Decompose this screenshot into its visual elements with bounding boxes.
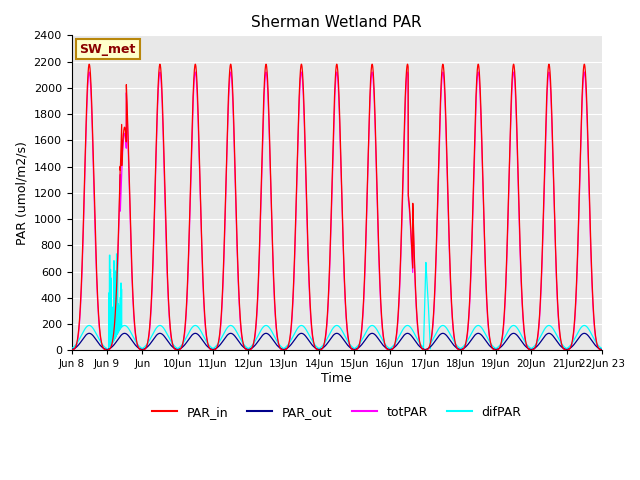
difPAR xyxy=(103,348,111,353)
Line: totPAR: totPAR xyxy=(72,72,602,350)
PAR_out xyxy=(485,342,493,348)
PAR_in xyxy=(596,347,604,352)
PAR_out xyxy=(181,342,189,348)
PAR_out xyxy=(266,333,274,339)
X-axis label: Time: Time xyxy=(321,372,352,385)
difPAR xyxy=(68,346,76,351)
totPAR xyxy=(85,69,93,75)
PAR_out xyxy=(598,347,606,352)
PAR_in xyxy=(181,324,189,329)
difPAR xyxy=(598,346,606,351)
PAR_in xyxy=(598,348,606,353)
Line: PAR_out: PAR_out xyxy=(72,333,602,349)
PAR_in xyxy=(175,347,183,352)
PAR_in xyxy=(410,236,418,241)
PAR_out xyxy=(85,330,93,336)
PAR_out xyxy=(68,347,76,352)
totPAR xyxy=(181,327,189,333)
Line: difPAR: difPAR xyxy=(72,254,602,350)
totPAR xyxy=(266,164,274,169)
difPAR xyxy=(596,344,604,350)
totPAR xyxy=(410,243,418,249)
difPAR xyxy=(485,338,493,344)
Text: SW_met: SW_met xyxy=(79,43,136,56)
totPAR xyxy=(598,348,606,353)
difPAR xyxy=(410,330,418,336)
totPAR xyxy=(485,333,493,338)
Line: PAR_in: PAR_in xyxy=(72,64,602,350)
totPAR xyxy=(175,347,183,353)
difPAR xyxy=(113,251,120,257)
PAR_out xyxy=(410,336,418,342)
PAR_in xyxy=(266,156,274,161)
PAR_out xyxy=(175,346,183,352)
PAR_in xyxy=(85,61,93,67)
totPAR xyxy=(596,347,604,353)
PAR_in xyxy=(68,348,76,353)
Title: Sherman Wetland PAR: Sherman Wetland PAR xyxy=(252,15,422,30)
totPAR xyxy=(68,348,76,353)
PAR_in xyxy=(485,330,493,336)
difPAR xyxy=(176,344,184,350)
PAR_out xyxy=(596,346,604,352)
difPAR xyxy=(266,326,274,332)
difPAR xyxy=(181,337,189,343)
Y-axis label: PAR (umol/m2/s): PAR (umol/m2/s) xyxy=(15,141,28,245)
Legend: PAR_in, PAR_out, totPAR, difPAR: PAR_in, PAR_out, totPAR, difPAR xyxy=(147,401,527,424)
